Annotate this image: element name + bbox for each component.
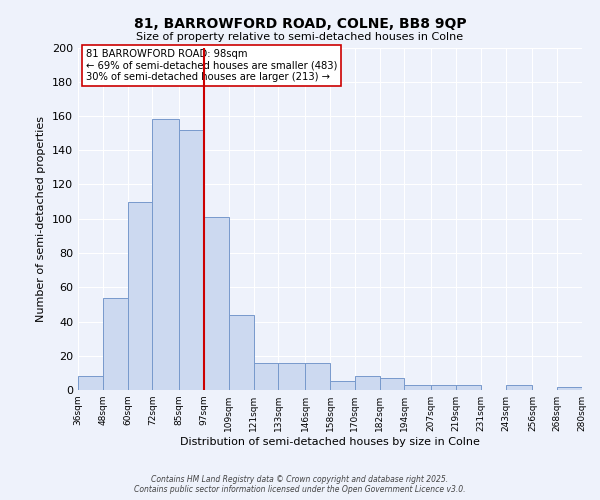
Bar xyxy=(254,362,278,390)
Bar xyxy=(456,385,481,390)
Bar xyxy=(557,386,582,390)
Bar xyxy=(103,298,128,390)
Bar xyxy=(380,378,404,390)
Text: 81, BARROWFORD ROAD, COLNE, BB8 9QP: 81, BARROWFORD ROAD, COLNE, BB8 9QP xyxy=(134,18,466,32)
Bar xyxy=(204,217,229,390)
Bar xyxy=(229,314,254,390)
Bar xyxy=(330,382,355,390)
Bar xyxy=(128,202,152,390)
X-axis label: Distribution of semi-detached houses by size in Colne: Distribution of semi-detached houses by … xyxy=(180,437,480,447)
Y-axis label: Number of semi-detached properties: Number of semi-detached properties xyxy=(37,116,46,322)
Bar xyxy=(78,376,103,390)
Bar xyxy=(355,376,380,390)
Bar xyxy=(506,385,532,390)
Bar xyxy=(404,385,431,390)
Bar xyxy=(152,120,179,390)
Bar xyxy=(278,362,305,390)
Text: Size of property relative to semi-detached houses in Colne: Size of property relative to semi-detach… xyxy=(136,32,464,42)
Text: Contains HM Land Registry data © Crown copyright and database right 2025.
Contai: Contains HM Land Registry data © Crown c… xyxy=(134,474,466,494)
Bar xyxy=(431,385,456,390)
Text: 81 BARROWFORD ROAD: 98sqm
← 69% of semi-detached houses are smaller (483)
30% of: 81 BARROWFORD ROAD: 98sqm ← 69% of semi-… xyxy=(86,49,337,82)
Bar xyxy=(179,130,204,390)
Bar xyxy=(305,362,330,390)
